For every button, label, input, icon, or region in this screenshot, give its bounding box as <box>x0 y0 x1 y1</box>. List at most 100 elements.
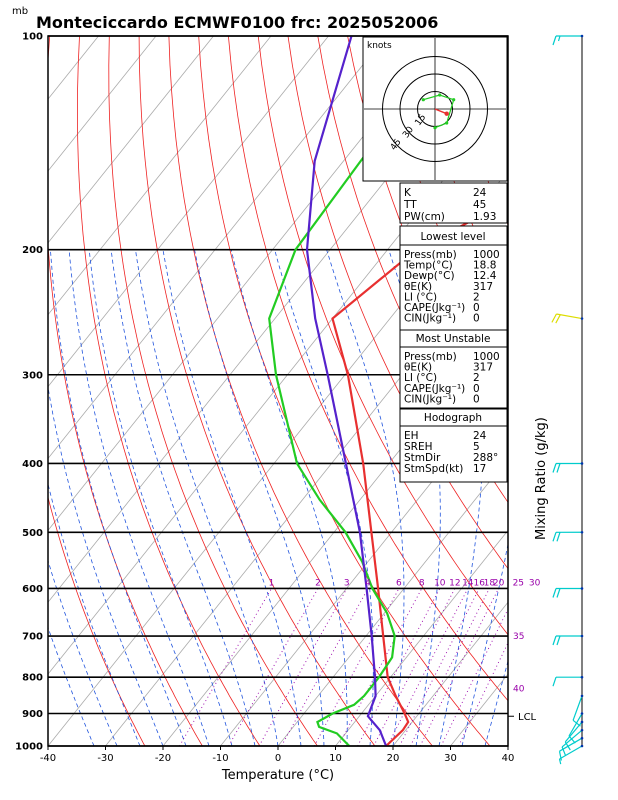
chart-title: Monteciccardo ECMWF0100 frc: 2025052006 <box>36 13 438 32</box>
wind-barb-flag <box>558 751 562 761</box>
moist-adiabat-line <box>438 249 485 746</box>
moist-adiabat-line <box>110 249 256 746</box>
y-tick-label: 300 <box>22 370 43 381</box>
right-side-labels: 35 40 LCL <box>508 632 537 723</box>
isotherm-line <box>277 457 508 746</box>
mixing-ratio-label: 12 <box>449 578 460 588</box>
dry-adiabat-line <box>526 36 618 746</box>
wind-barb <box>551 313 584 324</box>
indices-tables: K 24 TT 45 PW(cm) 1.93 Lowest level Pres… <box>399 182 508 483</box>
most-unstable-box <box>399 329 508 409</box>
wind-barb-flag <box>555 314 561 324</box>
x-axis-ticks: -40 -30 -20 -10 0 10 20 30 40 <box>40 746 514 764</box>
y-tick-label: 1000 <box>15 742 43 753</box>
x-tick-label: 10 <box>329 753 342 764</box>
mixing-ratio-label: 2 <box>315 578 321 588</box>
wind-barbs <box>551 34 584 765</box>
mixing-ratio-line <box>373 588 456 746</box>
x-tick-label: -20 <box>155 753 171 764</box>
table-row-label: Dewp(°C) <box>404 270 455 282</box>
tt-index-label: TT <box>403 199 417 211</box>
wind-barb-dot <box>580 634 584 638</box>
wind-barb-flag <box>556 463 561 473</box>
hodograph-units: knots <box>367 41 392 51</box>
dry-adiabat-line <box>556 36 618 746</box>
hodograph-ring <box>399 73 471 145</box>
isotherm-line <box>507 745 508 746</box>
wind-barb <box>558 736 584 761</box>
wind-barb-flag <box>552 677 557 687</box>
y-tick-label: 100 <box>22 32 43 43</box>
k-index-label: K <box>404 187 412 199</box>
mixing-ratio-line <box>179 588 272 746</box>
x-tick-label: 20 <box>387 753 400 764</box>
hodograph-point <box>452 98 456 102</box>
wind-barb-dot <box>580 530 584 534</box>
moist-adiabat-line <box>50 249 187 746</box>
wind-barb-dot <box>580 34 584 38</box>
mixing-ratio-line <box>357 588 441 746</box>
right-edge-label: 35 <box>513 632 524 642</box>
table-row-value: 0 <box>473 393 480 405</box>
table-row-label: θE(K) <box>404 281 432 293</box>
wind-barb-dot <box>580 462 584 465</box>
wind-barb-shaft <box>559 745 583 760</box>
dry-adiabat-line <box>76 36 261 746</box>
hodograph-ring <box>382 56 488 162</box>
mixing-ratio-label: 16 <box>473 578 485 588</box>
isotherm-line <box>48 36 329 388</box>
hodograph-point <box>445 121 449 125</box>
table-row-value: 18.8 <box>473 260 496 272</box>
mixing-ratio-line <box>281 588 369 746</box>
wind-barb-dot <box>580 744 584 748</box>
profiles <box>268 36 508 746</box>
moist-adiabat-line <box>388 249 441 746</box>
isotherm-line <box>105 242 508 746</box>
isotherm-line <box>48 36 272 316</box>
table-row-value: 12.4 <box>473 270 497 282</box>
wind-barb <box>568 712 584 744</box>
wind-barb <box>552 530 584 542</box>
wind-barb-flag <box>568 735 576 744</box>
table-row-value: 17 <box>473 463 486 475</box>
y-tick-label: 200 <box>22 245 43 256</box>
mixing-ratio-label: 30 <box>529 578 541 588</box>
y-tick-label: 400 <box>22 459 43 470</box>
isotherm-line <box>48 36 387 460</box>
table-row-value: 2 <box>473 372 480 384</box>
y-tick-label: 500 <box>22 528 43 539</box>
y-axis-ticks: 100 200 300 400 500 600 700 800 900 1000 <box>15 32 43 753</box>
table-row-label: StmSpd(kt) <box>404 463 463 475</box>
wind-barb-flag <box>552 463 557 473</box>
isotherm-line <box>335 529 508 746</box>
isotherm-line <box>48 36 444 532</box>
wind-barb-shaft <box>559 737 583 752</box>
mixing-ratio-line <box>440 608 508 746</box>
moist-adiabat-line <box>48 626 95 746</box>
wind-barb-flag <box>556 635 561 646</box>
moist-adiabat-line <box>484 659 508 746</box>
lcl-label: LCL <box>518 712 537 723</box>
tt-index-value: 45 <box>473 199 486 211</box>
mixing-ratio-label: 10 <box>434 578 446 588</box>
x-tick-label: -40 <box>40 753 56 764</box>
isotherm-line <box>48 36 214 244</box>
wind-barb-shaft <box>564 721 583 743</box>
y-tick-label: 900 <box>22 709 43 720</box>
wind-barb-half-flag <box>557 35 561 42</box>
table-row-value: 0 <box>473 383 480 395</box>
table-row-label: CAPE(Jkg⁻¹) <box>404 302 465 314</box>
y-tick-label: 800 <box>22 673 43 684</box>
mixing-ratio-line <box>258 588 348 746</box>
moist-adiabat-line <box>230 249 348 746</box>
dry-adiabat-line <box>586 36 618 746</box>
hodograph-point <box>421 98 425 102</box>
k-index-value: 24 <box>473 187 487 199</box>
table-row-label: StmDir <box>404 452 441 464</box>
wind-barb <box>552 634 584 646</box>
background-lines <box>48 36 618 746</box>
moist-adiabat-line <box>326 249 405 746</box>
